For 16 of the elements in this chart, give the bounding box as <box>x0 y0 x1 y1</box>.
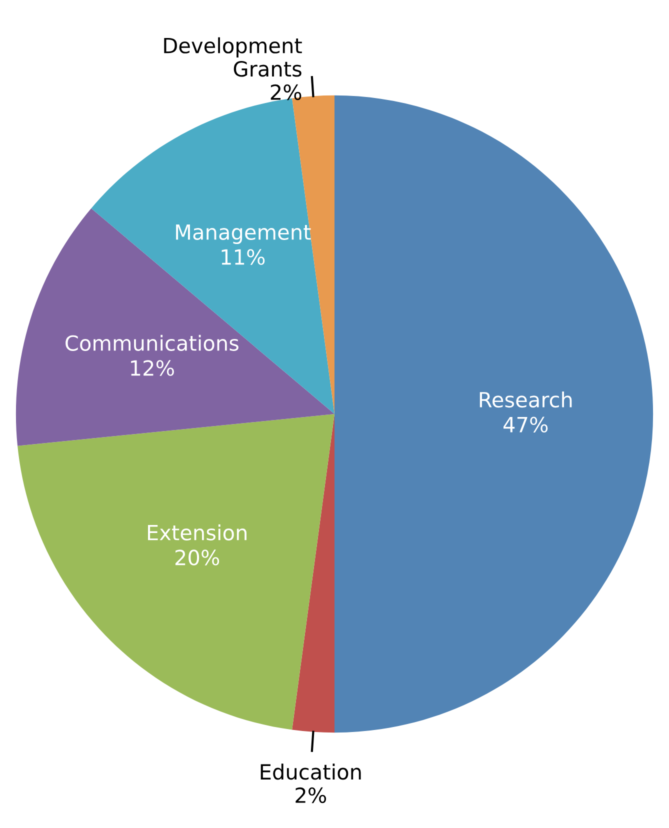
slice-label: Development Grants <box>164 37 302 77</box>
data-label: 47% <box>504 416 548 432</box>
data-label: 20% <box>175 550 220 566</box>
data-label: 11% <box>222 249 265 265</box>
data-label: 2% <box>296 787 326 804</box>
pie-slice <box>292 414 334 733</box>
pie-slice <box>18 414 334 730</box>
slice-label: Education <box>260 764 361 780</box>
data-label: 2% <box>270 84 302 100</box>
pie-slice <box>16 208 334 446</box>
slice-label: Research <box>480 391 572 408</box>
pie-slice <box>334 95 654 733</box>
slice-label: Management <box>176 224 311 244</box>
data-label: 12% <box>131 360 174 376</box>
slice-label: Communications <box>66 334 238 351</box>
slice-label: Extension <box>148 524 246 540</box>
